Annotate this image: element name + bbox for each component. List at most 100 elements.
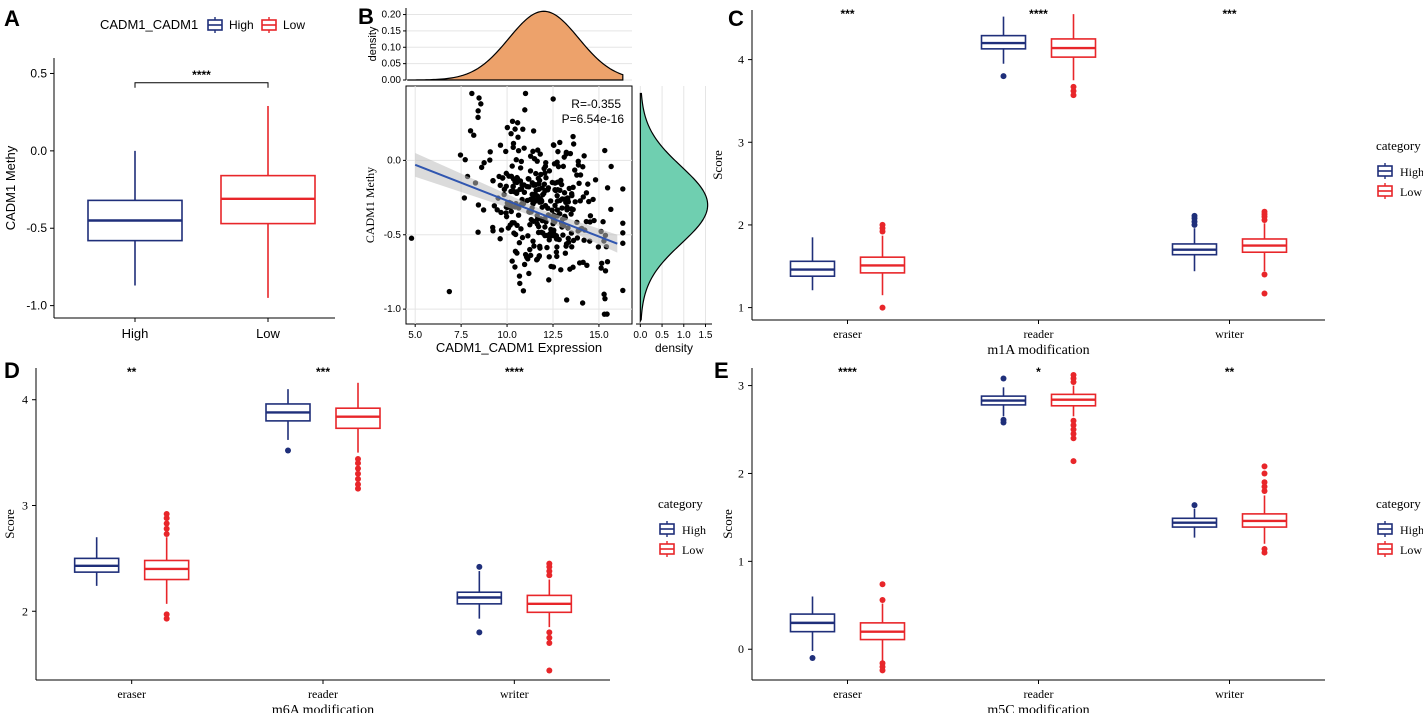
box-low-writer-outlier-6: [1261, 463, 1268, 470]
panel-B: 5.0 7.5 10.0 12.5 15.0 0.0 -0.5 -1.0 CADM1_CADM1…: [363, 8, 713, 355]
box-high-writer-outlier-0: [476, 629, 483, 636]
scatter-point: [461, 195, 468, 201]
scatter-point: [550, 142, 557, 148]
top-density-tick-label: 0.05: [382, 59, 402, 70]
box-low-reader-outlier-8: [1070, 372, 1077, 379]
legend-label-low: Low: [1400, 185, 1422, 199]
y-axis-title: CADM1 Methy: [363, 167, 377, 243]
scatter-point: [547, 231, 553, 237]
scatter-point: [513, 157, 519, 163]
box-low-writer-outlier-3: [1261, 483, 1268, 490]
right-density-tick-label: 1.5: [699, 330, 713, 341]
scatter-point: [527, 246, 533, 253]
scatter-point: [577, 198, 583, 204]
correlation-r: R=-0.355: [571, 97, 621, 111]
box-low-reader-outlier-0: [1070, 458, 1077, 465]
scatter-point: [559, 205, 565, 211]
significance-bracket: [134, 82, 269, 88]
scatter-point: [516, 273, 523, 279]
scatter-point: [577, 172, 584, 178]
scatter-point: [505, 225, 512, 231]
y-tick-label: 4: [22, 393, 28, 407]
box-low-reader-outlier-4: [1070, 422, 1077, 429]
box-low-reader-outlier-0: [355, 485, 361, 492]
scatter-point: [595, 244, 602, 250]
scatter-point: [475, 229, 481, 235]
box-low-writer-outlier-4: [546, 572, 553, 579]
scatter-point: [525, 233, 531, 239]
scatter-point: [510, 184, 516, 190]
x-tick-label: eraser: [833, 327, 862, 341]
scatter-point: [560, 232, 566, 238]
scatter-point: [521, 261, 528, 268]
scatter-point: [552, 202, 558, 209]
scatter-point: [537, 243, 543, 250]
scatter-point: [620, 287, 626, 294]
x-tick-label: reader: [308, 687, 338, 701]
scatter-point: [510, 140, 517, 147]
significance-label: **: [127, 365, 137, 379]
box-low-writer-outlier-1: [1261, 271, 1268, 278]
scatter-point: [524, 183, 530, 190]
y-tick-label: 3: [738, 379, 744, 393]
box-low-reader-outlier-1: [1070, 88, 1077, 95]
box-low-reader-outlier-0: [1070, 92, 1077, 99]
y-tick-label: 3: [22, 498, 28, 512]
scatter-point: [527, 168, 534, 174]
scatter-point: [512, 264, 518, 270]
scatter-point: [535, 223, 542, 230]
significance-label: ***: [840, 7, 854, 21]
scatter-point: [568, 190, 575, 197]
scatter-point: [541, 165, 547, 172]
scatter-point: [504, 124, 511, 131]
scatter-point: [510, 176, 517, 182]
scatter-point: [548, 263, 554, 270]
x-tick-label: writer: [500, 687, 529, 701]
scatter-point: [518, 158, 525, 165]
scatter-point: [570, 133, 576, 140]
scatter-point: [547, 198, 554, 204]
scatter-point: [583, 190, 590, 196]
scatter-point: [545, 187, 551, 193]
x-tick-label: eraser: [117, 687, 146, 701]
box-low-writer-outlier-5: [1261, 208, 1268, 215]
scatter-point: [604, 311, 610, 317]
scatter-point: [535, 147, 541, 153]
scatter-point: [554, 253, 560, 260]
y-tick-label: 0.5: [30, 66, 47, 80]
x-tick-label: 15.0: [589, 330, 609, 341]
significance-label: *: [1036, 365, 1041, 379]
y-tick-label: 2: [738, 218, 744, 232]
scatter-point: [552, 233, 558, 239]
box-low-eraser-outlier-0: [163, 615, 170, 622]
box-high-reader-outlier-1: [1000, 416, 1007, 423]
scatter-point: [581, 153, 587, 159]
scatter-point: [475, 108, 481, 114]
scatter-point: [555, 163, 562, 170]
scatter-point: [509, 163, 515, 169]
box-low-writer-outlier-5: [546, 568, 553, 575]
scatter-point: [522, 107, 528, 113]
scatter-point: [574, 172, 580, 178]
box-low-reader-outlier-1: [355, 481, 361, 488]
scatter-point: [503, 148, 509, 155]
box-low-writer-outlier-1: [546, 639, 553, 646]
x-tick-label: reader: [1024, 687, 1054, 701]
scatter-point: [579, 300, 586, 306]
scatter-point: [554, 244, 560, 250]
box-low-reader-outlier-5: [1070, 417, 1077, 424]
box-high-reader-outlier-0: [285, 447, 291, 454]
scatter-point: [481, 160, 487, 166]
scatter-point: [576, 180, 582, 186]
scatter-point: [530, 238, 536, 244]
y-axis-title: Score: [720, 509, 735, 539]
box-low-reader-outlier-3: [1070, 426, 1077, 433]
scatter-point: [514, 250, 520, 256]
regression-line: [414, 163, 618, 245]
y-tick-label: -1.0: [384, 304, 402, 315]
scatter-point: [602, 147, 608, 154]
legend-label-low: Low: [1400, 543, 1422, 557]
box-low-writer-outlier-2: [1261, 488, 1268, 495]
scatter-point: [620, 230, 626, 236]
scatter-point: [586, 198, 592, 205]
